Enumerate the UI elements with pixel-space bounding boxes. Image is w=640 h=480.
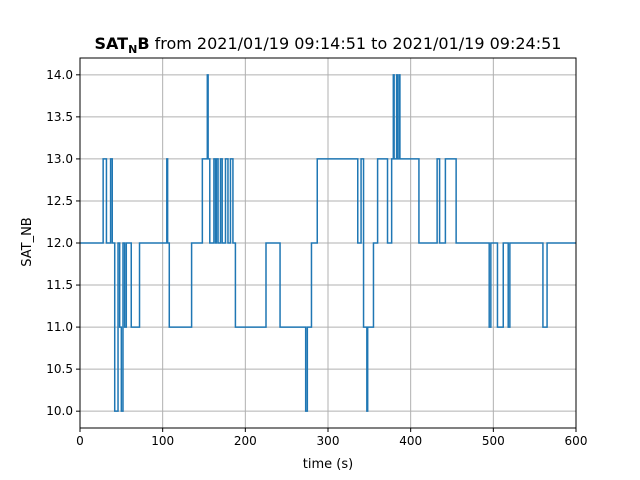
y-tick-label: 10.0 <box>46 404 73 418</box>
y-tick-label: 12.0 <box>46 236 73 250</box>
y-tick-label: 11.5 <box>46 278 73 292</box>
x-tick-label: 100 <box>151 434 174 448</box>
y-tick-label: 11.0 <box>46 320 73 334</box>
title-rest: from 2021/01/19 09:14:51 to 2021/01/19 0… <box>150 34 562 53</box>
x-tick-label: 200 <box>234 434 257 448</box>
y-tick-label: 12.5 <box>46 194 73 208</box>
x-axis: 0 100 200 300 400 500 600 <box>76 428 587 448</box>
x-tick-label: 400 <box>399 434 422 448</box>
title-subscript: N <box>128 43 137 56</box>
title-main: SAT <box>95 34 129 53</box>
chart-title: SATNB from 2021/01/19 09:14:51 to 2021/0… <box>95 34 562 56</box>
x-tick-label: 300 <box>317 434 340 448</box>
y-axis-label: SAT_NB <box>20 217 35 266</box>
x-tick-label: 500 <box>482 434 505 448</box>
x-tick-label: 0 <box>76 434 84 448</box>
y-axis: 10.0 10.5 11.0 11.5 12.0 12.5 13.0 13.5 14.0 <box>46 68 80 418</box>
y-tick-label: 10.5 <box>46 362 73 376</box>
y-tick-label: 13.0 <box>46 152 73 166</box>
title-tail: B <box>137 34 149 53</box>
x-axis-label: time (s) <box>303 457 353 472</box>
series-line-0 <box>80 74 576 412</box>
series-layer <box>80 74 576 412</box>
x-tick-label: 600 <box>565 434 588 448</box>
y-tick-label: 13.5 <box>46 110 73 124</box>
y-tick-label: 14.0 <box>46 68 73 82</box>
